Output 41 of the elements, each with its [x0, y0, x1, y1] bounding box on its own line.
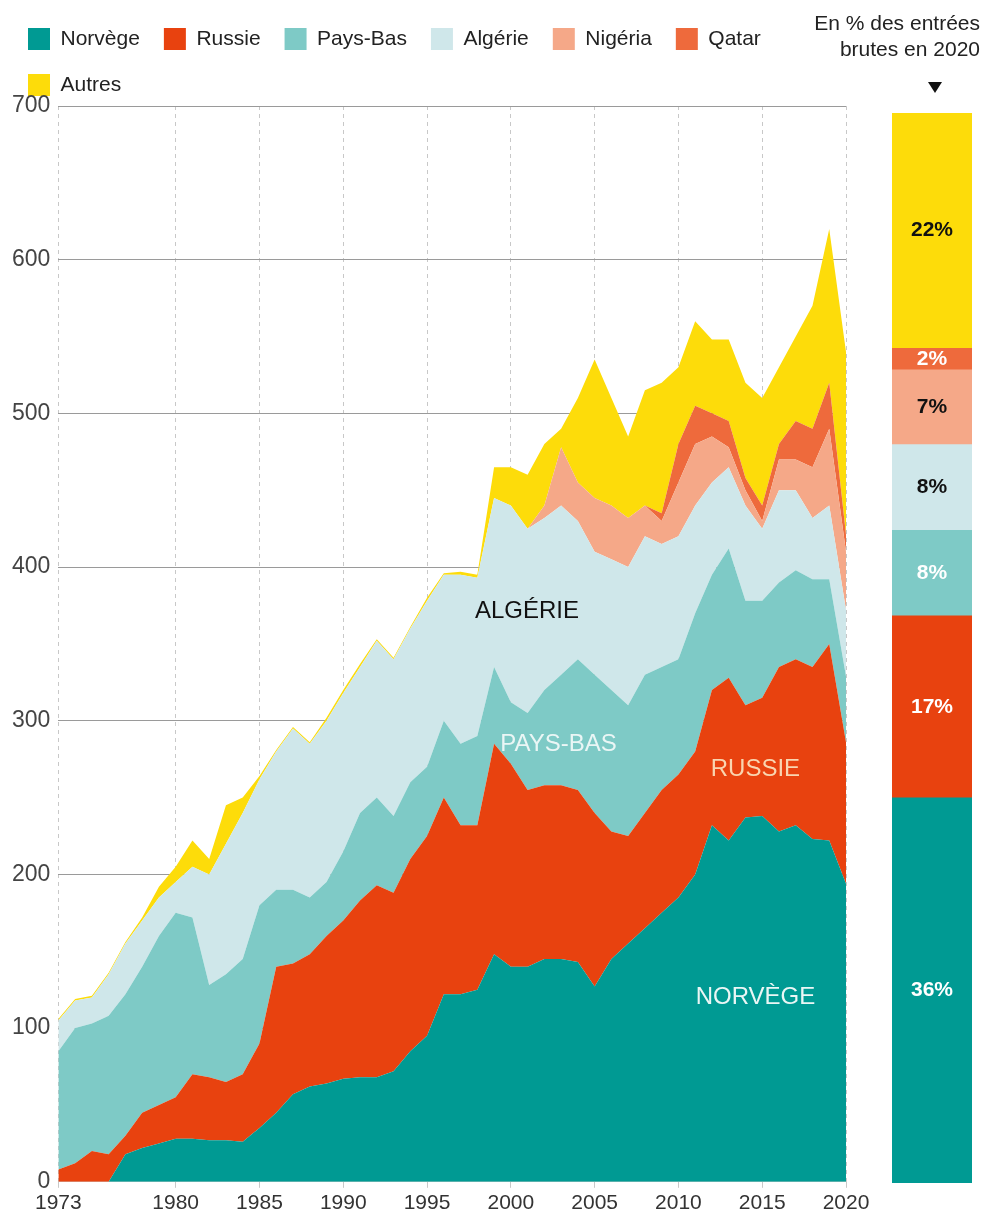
- x-tick-label: 2000: [487, 1190, 535, 1214]
- legend-label: Qatar: [708, 25, 761, 49]
- data-label: 36%: [910, 977, 954, 1001]
- x-tick-label: 2020: [822, 1190, 870, 1214]
- y-tick-label: 700: [12, 91, 51, 118]
- data-label: 7%: [916, 394, 948, 418]
- y-tick-label: 600: [12, 245, 51, 272]
- data-label: 8%: [916, 474, 948, 498]
- x-tick-label: 2005: [571, 1190, 618, 1214]
- bar: [892, 113, 972, 349]
- bar: [892, 797, 972, 1183]
- x-tick-label: 1995: [403, 1190, 451, 1214]
- annotation: RUSSIE: [710, 754, 801, 782]
- x-tick-label: 1980: [152, 1190, 200, 1214]
- legend-label: Pays-Bas: [317, 25, 407, 49]
- legend-label: Nigéria: [585, 25, 653, 49]
- y-tick-label: 200: [12, 859, 51, 886]
- data-label: 17%: [910, 693, 954, 717]
- legend-label: Norvège: [60, 25, 140, 49]
- bar: [892, 529, 972, 617]
- y-tick-label: 400: [12, 552, 51, 579]
- bar: [892, 615, 972, 799]
- chart-title: En % des entrées brutes en 2020: [813, 10, 980, 62]
- x-tick-label: 2010: [655, 1190, 702, 1214]
- legend-label: Autres: [60, 71, 122, 95]
- legend-label: Algérie: [463, 25, 529, 49]
- y-tick-label: 100: [12, 1013, 51, 1040]
- bar: [892, 444, 972, 531]
- data-label: 2%: [916, 345, 948, 369]
- annotation: PAYS-BAS: [500, 728, 617, 756]
- data-label: 8%: [916, 559, 948, 583]
- x-tick-label: 2015: [738, 1190, 786, 1214]
- x-tick-label: 1990: [319, 1190, 367, 1214]
- legend-label: Russie: [196, 25, 261, 49]
- bar: [892, 369, 972, 446]
- y-tick-label: 300: [12, 706, 51, 733]
- y-tick-label: 500: [12, 398, 51, 425]
- annotation: NORVÈGE: [695, 982, 816, 1010]
- annotation: ALGÉRIE: [474, 596, 580, 624]
- x-tick-label: 1985: [236, 1190, 283, 1214]
- data-label: 22%: [910, 217, 954, 241]
